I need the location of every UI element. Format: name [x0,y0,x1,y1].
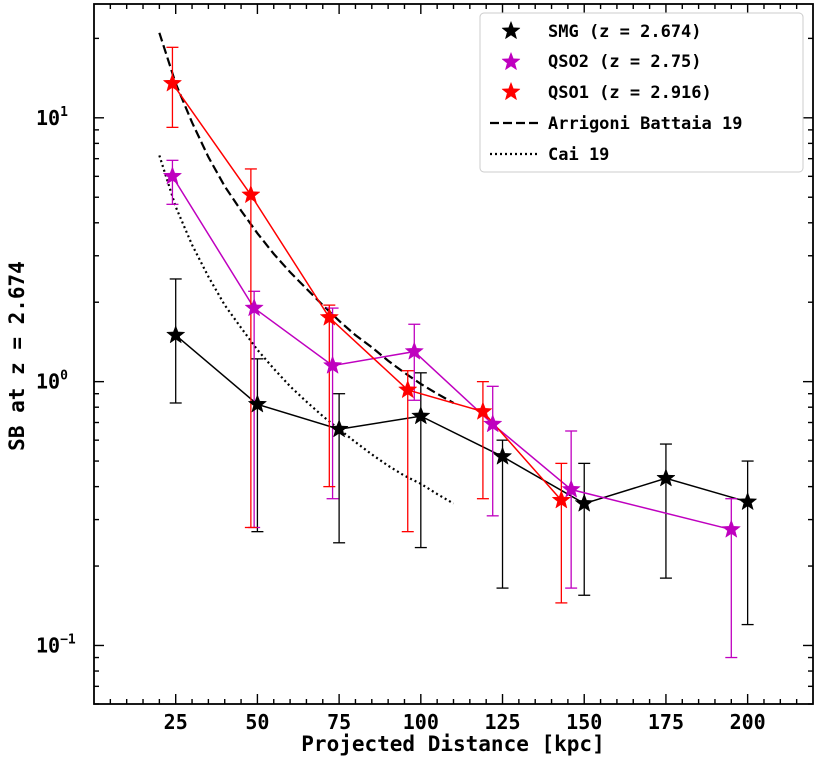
x-tick-label: 25 [164,710,188,734]
error-bar-0-5 [578,462,591,596]
legend-label-smg: SMG (z = 2.674) [548,22,702,42]
model-curve-0 [158,32,455,404]
x-tick-label: 200 [730,710,766,734]
legend-markers [490,20,538,156]
legend-marker-0 [501,20,521,40]
x-tick-label: 125 [484,710,520,734]
x-tick-label: 75 [327,710,351,734]
data-point-0-4 [492,446,513,465]
plot-area [158,32,758,659]
data-point-0-6 [656,468,676,487]
y-axis-label: SB at z = 2.674 [5,261,29,451]
error-bar-0-4 [496,439,509,589]
x-tick-label: 150 [566,710,602,734]
data-point-1-2 [322,355,343,374]
error-bar-1-4 [486,385,499,517]
error-bar-2-2 [323,304,336,488]
data-point-1-5 [561,479,581,498]
error-bar-2-4 [476,380,489,500]
data-point-0-5 [574,493,594,512]
data-point-2-0 [162,73,183,92]
data-point-1-4 [483,413,503,433]
error-bar-2-1 [244,168,257,529]
data-point-1-1 [244,297,264,317]
legend-box [479,12,804,173]
data-point-0-2 [329,419,349,438]
legend-marker-2 [501,81,521,101]
error-bar-0-2 [333,393,346,544]
error-bar-0-3 [414,372,427,549]
x-tick-label: 50 [245,710,269,734]
error-bar-0-7 [741,460,754,626]
model-curve-1 [158,155,455,505]
error-bar-1-5 [565,430,578,589]
data-point-0-3 [411,405,431,425]
axes: 25 50 75 100 125 150 175 200 101 100 10−1 [36,4,813,734]
error-bar-0-6 [659,443,672,579]
y-tick-label: 100 [36,369,68,394]
data-point-2-4 [473,401,493,420]
legend-label-cai: Cai 19 [548,145,609,165]
x-axis-label: Projected Distance [kpc] [301,732,604,756]
data-point-0-1 [247,394,268,413]
error-bar-1-2 [326,307,339,500]
data-point-1-3 [404,341,424,360]
y-tick-label: 10−1 [36,632,76,657]
data-point-0-7 [737,491,758,511]
legend: SMG (z = 2.674) QSO2 (z = 2.75) QSO1 (z … [479,12,804,173]
data-point-0-0 [165,324,186,344]
data-point-1-0 [162,166,183,185]
error-bar-0-1 [251,358,264,533]
y-tick-label: 101 [36,105,68,130]
legend-label-arrigoni: Arrigoni Battaia 19 [548,114,742,134]
series-line-0 [175,334,748,505]
legend-marker-1 [501,51,521,71]
legend-label-qso1: QSO1 (z = 2.916) [548,83,712,103]
data-point-1-6 [721,519,742,538]
error-bar-0-0 [169,278,182,404]
legend-label-qso2: QSO2 (z = 2.75) [548,52,702,72]
data-point-2-2 [319,307,340,326]
error-bar-2-3 [401,370,414,533]
x-tick-label: 100 [403,710,439,734]
x-tick-label: 175 [648,710,684,734]
error-bar-2-5 [555,462,568,604]
data-point-2-1 [241,184,261,204]
data-point-2-5 [551,490,572,509]
data-point-2-3 [398,379,418,399]
